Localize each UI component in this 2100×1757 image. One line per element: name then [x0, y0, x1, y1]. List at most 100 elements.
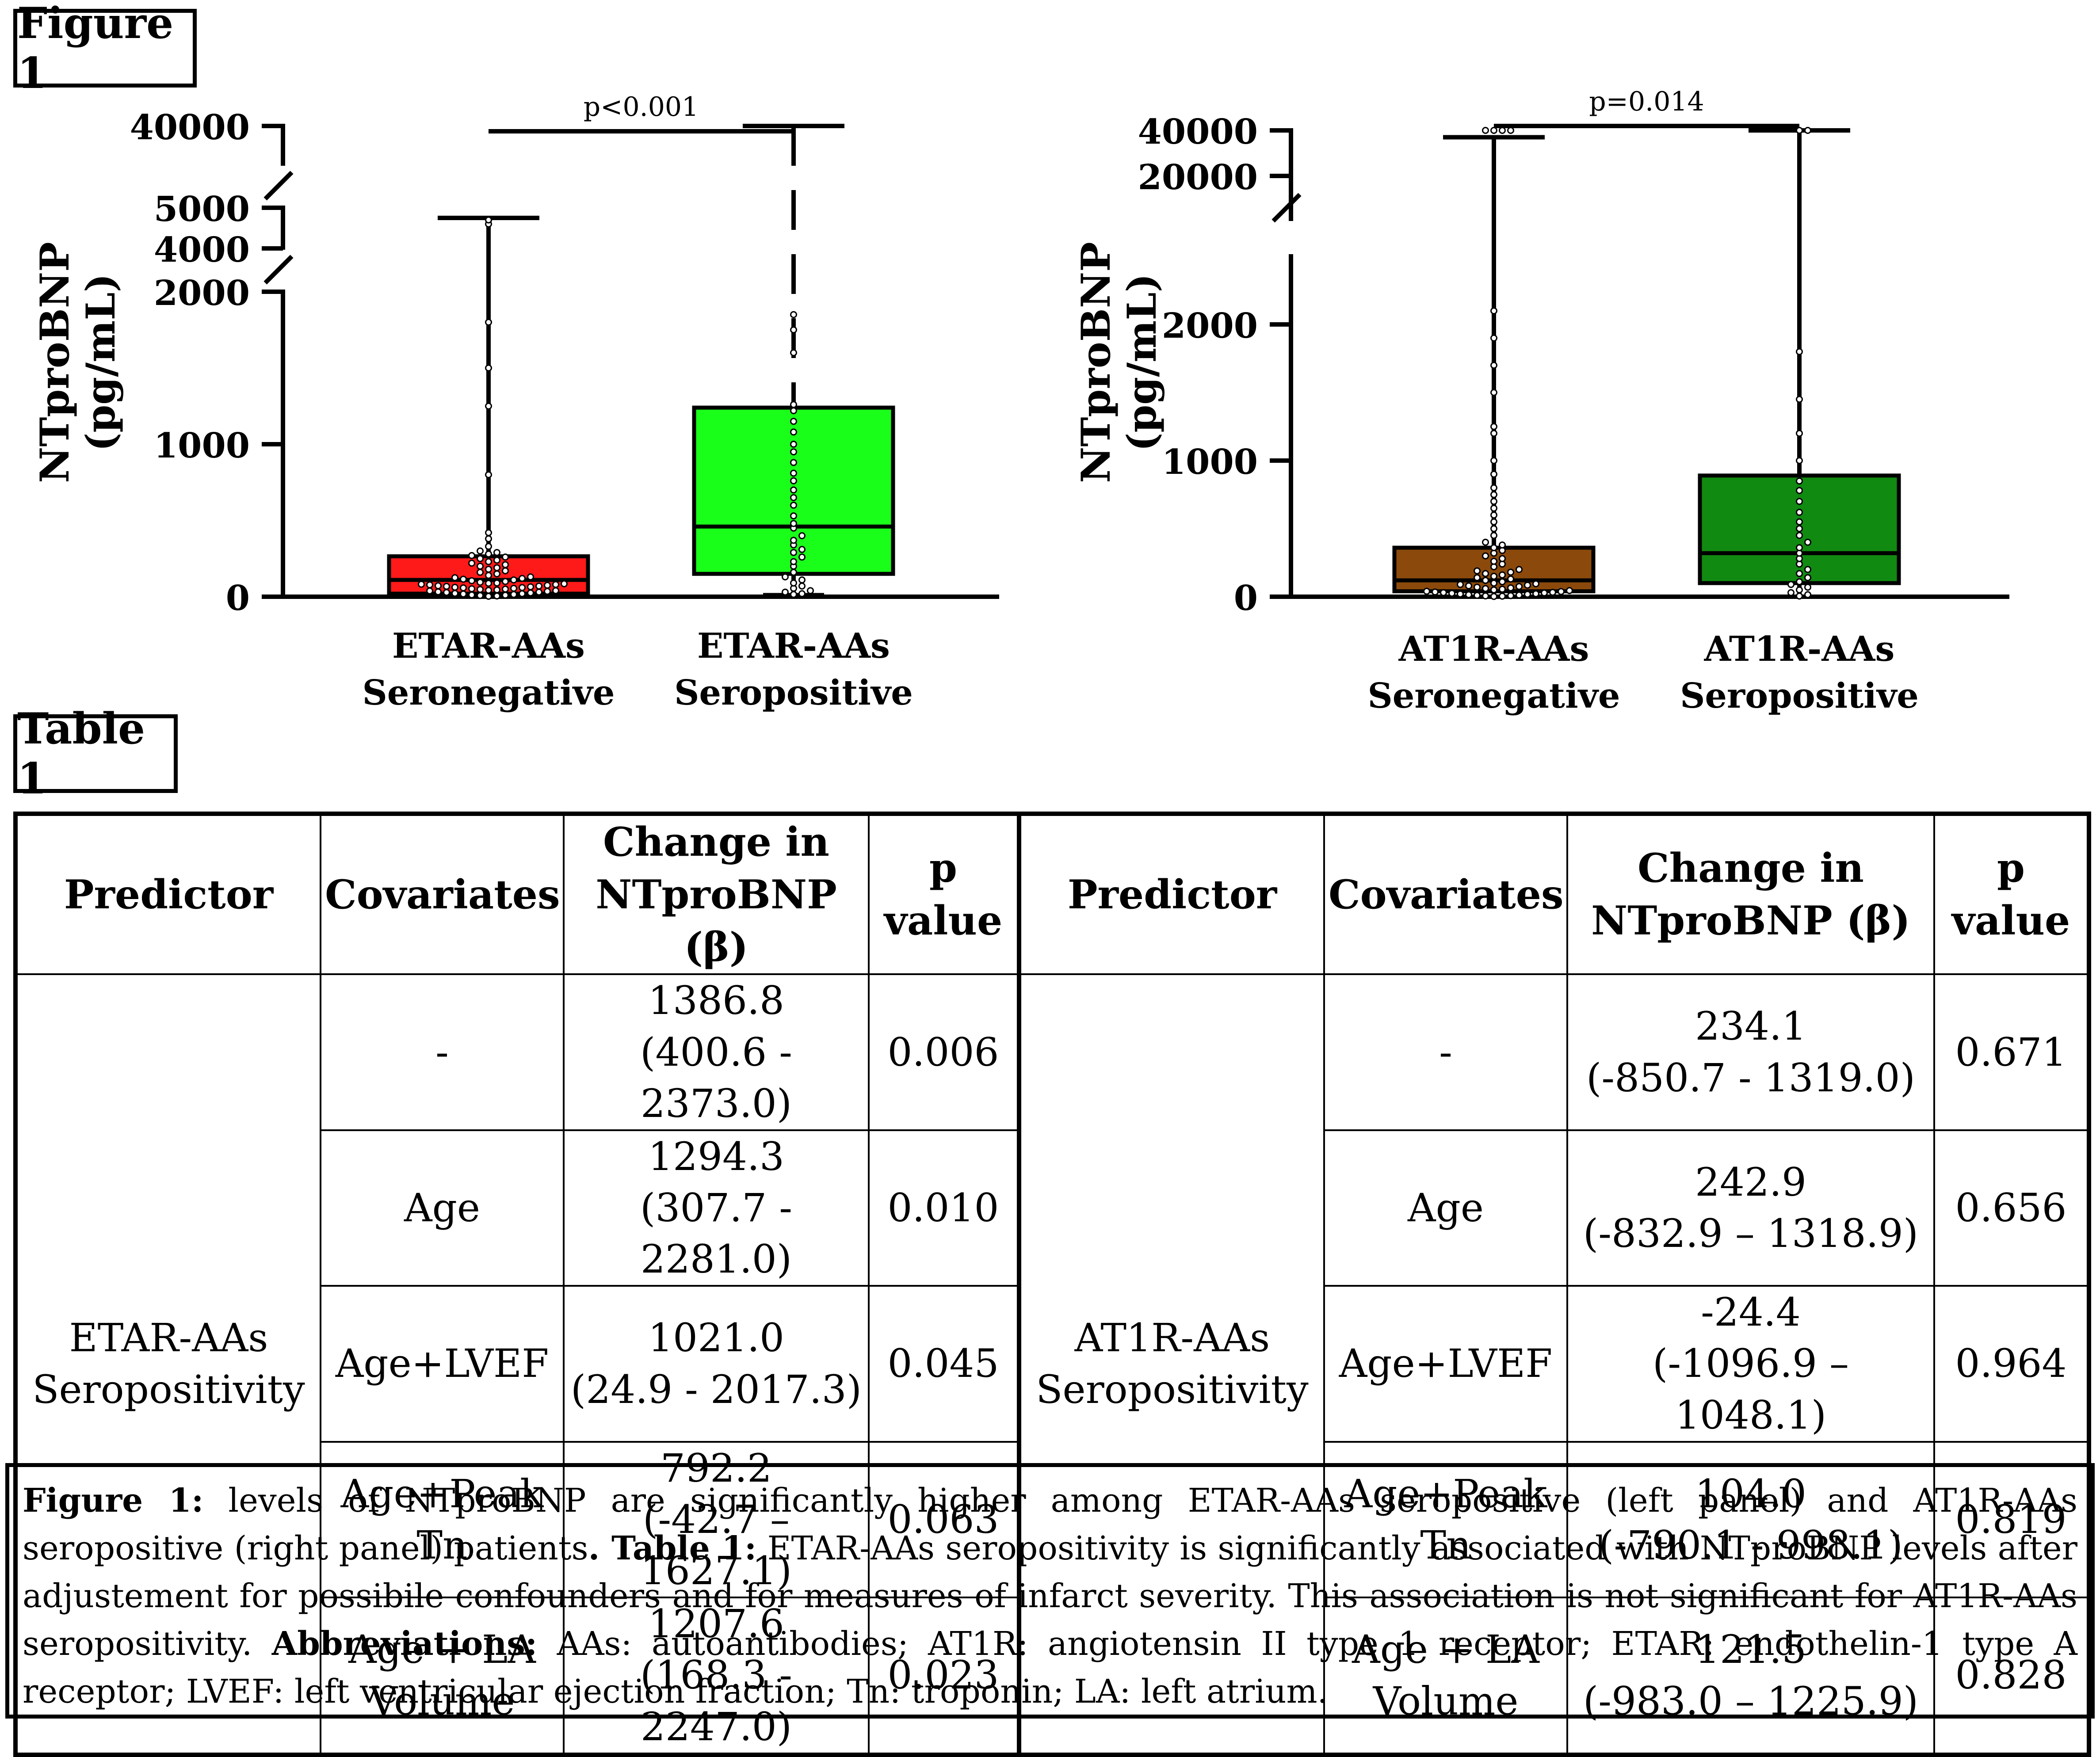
data-point [790, 537, 797, 544]
table-row: Age+Peak Tn 792.2 (-42.7 – 1627.1) 0.063 Age+… [15, 1441, 2090, 1599]
data-point [1490, 572, 1497, 580]
data-point [1490, 491, 1497, 498]
data-point [1804, 574, 1811, 581]
data-point [1490, 525, 1497, 532]
beta-value: 234.1 [1695, 1003, 1806, 1049]
predictor-line: ETAR-AAs [69, 1315, 268, 1361]
data-point [1432, 588, 1439, 596]
covariate-line: Age+Peak [1344, 1471, 1547, 1517]
beta-value: 242.9 [1695, 1159, 1806, 1205]
data-point [1482, 552, 1489, 560]
change-cell: 1021.0 (24.9 - 2017.3) [563, 1285, 870, 1443]
data-point [535, 582, 542, 590]
data-point [485, 364, 492, 372]
predictor-line: AT1R-AAs [1074, 1315, 1270, 1361]
beta-value: 121.5 [1695, 1627, 1806, 1673]
significance-label: p<0.001 [584, 91, 699, 122]
data-point [798, 553, 806, 561]
data-point [477, 586, 484, 593]
data-point [477, 568, 484, 576]
covariate-line: - [435, 1029, 449, 1075]
data-point [1490, 389, 1497, 396]
data-point [1787, 581, 1795, 588]
y-axis-label: NTproBNP(pg/mL) [1073, 242, 1165, 483]
data-point [1507, 592, 1514, 599]
data-point [790, 349, 797, 356]
predictor-cell: AT1R-AAs Seropositivity [1018, 973, 1325, 1756]
data-point [790, 591, 797, 598]
data-point [1482, 127, 1489, 134]
y-tick-label: 0 [226, 578, 250, 618]
data-point [790, 326, 797, 334]
data-point [527, 583, 534, 591]
covariate-line: Age [404, 1185, 480, 1231]
data-point [1804, 591, 1811, 598]
data-point [510, 585, 517, 592]
data-point [426, 581, 433, 589]
data-point [1549, 589, 1556, 596]
data-point [1482, 538, 1489, 546]
data-point [485, 565, 492, 573]
data-point [485, 579, 492, 587]
confidence-interval: (-850.7 - 1319.0) [1586, 1055, 1915, 1101]
data-point [1490, 504, 1497, 512]
covariates-cell: - [1323, 973, 1568, 1131]
data-point [544, 587, 551, 595]
data-point [1796, 348, 1803, 355]
y-tick-label: 40000 [1138, 112, 1258, 152]
data-point [1474, 583, 1481, 591]
data-point [790, 477, 797, 484]
data-point [1796, 578, 1803, 586]
axis-break-mark [263, 171, 294, 201]
covariates-cell: Age [1323, 1129, 1568, 1287]
data-point [468, 560, 475, 567]
p-value-cell: 0.063 [868, 1441, 1021, 1599]
axis-break-mark [263, 255, 294, 285]
data-point [1482, 592, 1489, 600]
p-value-cell: 0.656 [1933, 1129, 2090, 1287]
data-point [510, 591, 517, 598]
data-point [485, 572, 492, 579]
covariate-line: Age+Peak [340, 1471, 544, 1517]
data-point [502, 567, 509, 575]
y-tick-label: 4000 [154, 230, 250, 270]
data-point [1457, 581, 1464, 588]
y-tick-label: 1000 [1162, 442, 1258, 482]
data-point [519, 575, 526, 582]
y-tick-label: 2000 [154, 273, 250, 313]
data-point [1566, 587, 1573, 595]
header-predictor: Predictor [1018, 812, 1325, 976]
table-row: ETAR-AAs Seropositivity - 1386.8 (400.6 - 23… [15, 973, 2090, 1756]
x-tick-label: Seropositive [1680, 676, 1919, 716]
data-point [790, 579, 797, 587]
chart-right: NTproBNP(pg/mL) 0 1000 2000 20000 40000 p=0.01… [1073, 86, 2009, 716]
covariate-line: Age [1408, 1185, 1484, 1231]
data-point [1507, 127, 1514, 134]
y-tick-label: 0 [1234, 578, 1258, 618]
data-point [1490, 470, 1497, 478]
data-point [1490, 586, 1497, 594]
data-point [1465, 582, 1472, 590]
data-point [468, 577, 475, 584]
x-tick-label: Seronegative [1367, 676, 1620, 716]
data-point [1796, 457, 1803, 464]
data-point [477, 579, 484, 586]
data-point [1490, 307, 1497, 315]
data-point [790, 418, 797, 425]
data-point [1499, 592, 1506, 600]
data-point [451, 574, 458, 581]
data-point [468, 585, 475, 593]
data-point [502, 553, 509, 561]
predictor-line: Seropositivity [32, 1366, 305, 1412]
data-point [561, 580, 568, 587]
data-point [790, 512, 797, 520]
data-point [1796, 127, 1803, 134]
data-point [1787, 589, 1795, 596]
data-point [1796, 544, 1803, 552]
confidence-interval: (400.6 - 2373.0) [640, 1029, 792, 1126]
covariate-line: - [1439, 1029, 1452, 1075]
data-point [1796, 498, 1803, 505]
data-point [1490, 423, 1497, 430]
data-point [451, 590, 458, 597]
caption-figure-end: . [588, 1529, 611, 1567]
